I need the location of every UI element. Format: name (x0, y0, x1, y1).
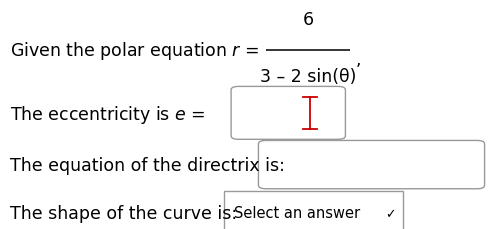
Text: 3 – 2 sin(θ): 3 – 2 sin(θ) (260, 68, 356, 86)
Text: Select an answer: Select an answer (234, 205, 360, 221)
Text: ✓: ✓ (385, 208, 396, 221)
Text: 6: 6 (303, 11, 314, 28)
FancyBboxPatch shape (231, 87, 345, 140)
Text: The shape of the curve is:: The shape of the curve is: (10, 204, 237, 222)
FancyBboxPatch shape (258, 141, 485, 189)
Text: ,: , (355, 51, 361, 68)
FancyBboxPatch shape (224, 191, 403, 229)
Text: The eccentricity is $e$ =: The eccentricity is $e$ = (10, 104, 207, 125)
Text: Given the polar equation $r$ =: Given the polar equation $r$ = (10, 39, 261, 61)
Text: The equation of the directrix is:: The equation of the directrix is: (10, 156, 285, 174)
